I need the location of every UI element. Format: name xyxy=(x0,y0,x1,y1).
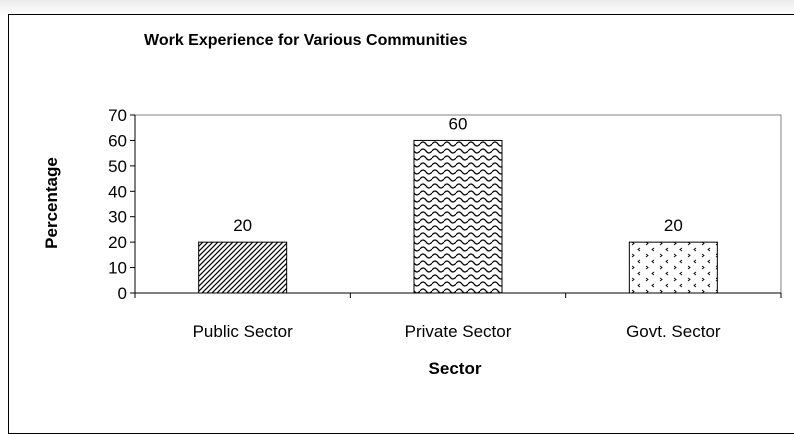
data-label: 20 xyxy=(664,216,683,235)
y-tick-label: 50 xyxy=(108,157,127,176)
bar-3 xyxy=(628,241,718,294)
chart-title: Work Experience for Various Communities xyxy=(144,32,468,49)
y-tick-label: 20 xyxy=(108,233,127,252)
label-layer: 20 Public Sector 60 Private Sector 20 Govt. S… xyxy=(193,114,721,341)
top-fade-strip xyxy=(0,0,794,16)
y-axis-title: Percentage xyxy=(42,157,61,249)
bar-2 xyxy=(413,139,503,294)
data-label: 20 xyxy=(233,216,252,235)
x-category-label: Private Sector xyxy=(405,322,512,341)
chart-svg: 0 10 20 30 40 50 60 70 20 Public Sector 60 Private… xyxy=(42,106,782,378)
y-tick-label: 10 xyxy=(108,259,127,278)
x-category-label: Public Sector xyxy=(193,322,293,341)
x-category-label: Govt. Sector xyxy=(626,322,721,341)
y-tick-label: 40 xyxy=(108,182,127,201)
data-label: 60 xyxy=(449,114,468,133)
bar-layer xyxy=(198,139,718,294)
y-tick-label: 0 xyxy=(118,284,127,303)
y-tick-label: 30 xyxy=(108,208,127,227)
bar-1 xyxy=(198,241,288,294)
y-tick-label: 70 xyxy=(108,106,127,125)
y-tick-label: 60 xyxy=(108,131,127,150)
x-axis-title: Sector xyxy=(429,359,482,378)
